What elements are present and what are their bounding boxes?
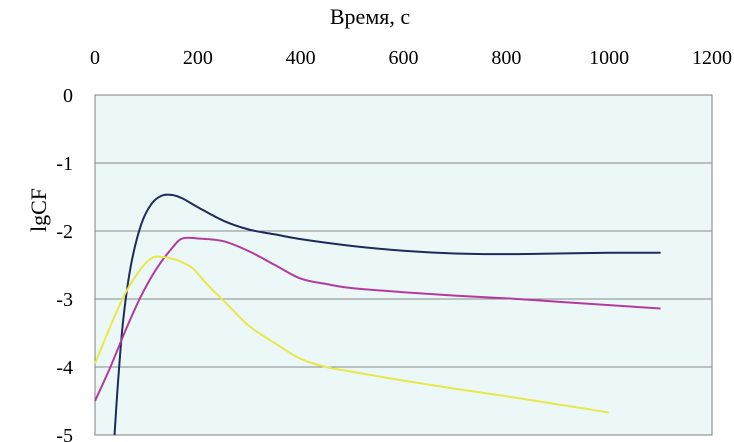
x-tick-label: 200	[183, 47, 213, 69]
x-axis-title: Время, с	[330, 4, 410, 29]
x-tick-label: 600	[389, 47, 419, 69]
series-line-3	[94, 255, 610, 414]
y-tick-label: -5	[56, 425, 73, 442]
x-tick-label: 1000	[589, 47, 629, 69]
series-line-1	[113, 193, 661, 436]
y-tick-label: -1	[56, 153, 73, 175]
x-tick-label: 0	[90, 47, 100, 69]
x-tick-label: 400	[286, 47, 316, 69]
series-line-2	[94, 236, 661, 402]
y-axis-title: lgCF	[26, 188, 51, 232]
y-tick-label: -3	[56, 289, 73, 311]
x-tick-label: 1200	[692, 47, 732, 69]
y-tick-label: -4	[56, 357, 73, 379]
plot-area	[94, 94, 713, 436]
y-tick-label: -2	[56, 221, 73, 243]
y-tick-label: 0	[63, 85, 73, 107]
x-tick-label: 800	[491, 47, 521, 69]
